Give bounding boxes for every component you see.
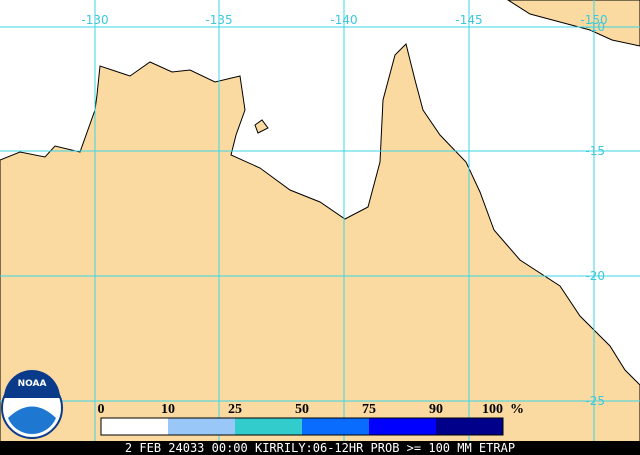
lon-label: -135 — [205, 13, 232, 27]
legend-label: 100 — [482, 402, 503, 417]
lat-label: -25 — [585, 394, 605, 408]
lat-label: -10 — [585, 20, 605, 34]
lat-label: -15 — [585, 144, 605, 158]
graticule — [0, 0, 640, 441]
legend-swatch — [101, 418, 168, 435]
legend-frame — [100, 417, 504, 436]
legend-label: 0 — [98, 402, 105, 417]
land-north — [507, 0, 640, 47]
legend-unit: % — [510, 402, 524, 417]
legend-label: 90 — [429, 402, 443, 417]
legend: 0 10 25 50 75 90 100% — [98, 402, 524, 436]
legend-swatch — [369, 418, 436, 435]
footer-text: 2 FEB 24033 00:00 KIRRILY:06-12HR PROB >… — [125, 441, 515, 455]
legend-swatch — [436, 418, 503, 435]
legend-label: 50 — [295, 402, 309, 417]
island — [254, 119, 269, 134]
lat-label: -20 — [585, 269, 605, 283]
lon-label: -150 — [580, 13, 607, 27]
legend-swatch — [168, 418, 235, 435]
logo-bottom — [8, 406, 56, 435]
legend-swatch — [235, 418, 302, 435]
legend-swatch — [302, 418, 369, 435]
logo-text: NOAA — [18, 379, 47, 389]
legend-label: 10 — [161, 402, 175, 417]
footer-bar — [0, 441, 640, 455]
noaa-logo: NOAA — [1, 370, 63, 439]
lon-label: -130 — [81, 13, 108, 27]
land — [0, 43, 640, 455]
lon-label: -140 — [330, 13, 357, 27]
logo-top — [4, 370, 60, 398]
lon-label: -145 — [455, 13, 482, 27]
legend-label: 25 — [228, 402, 242, 417]
legend-label: 75 — [362, 402, 376, 417]
